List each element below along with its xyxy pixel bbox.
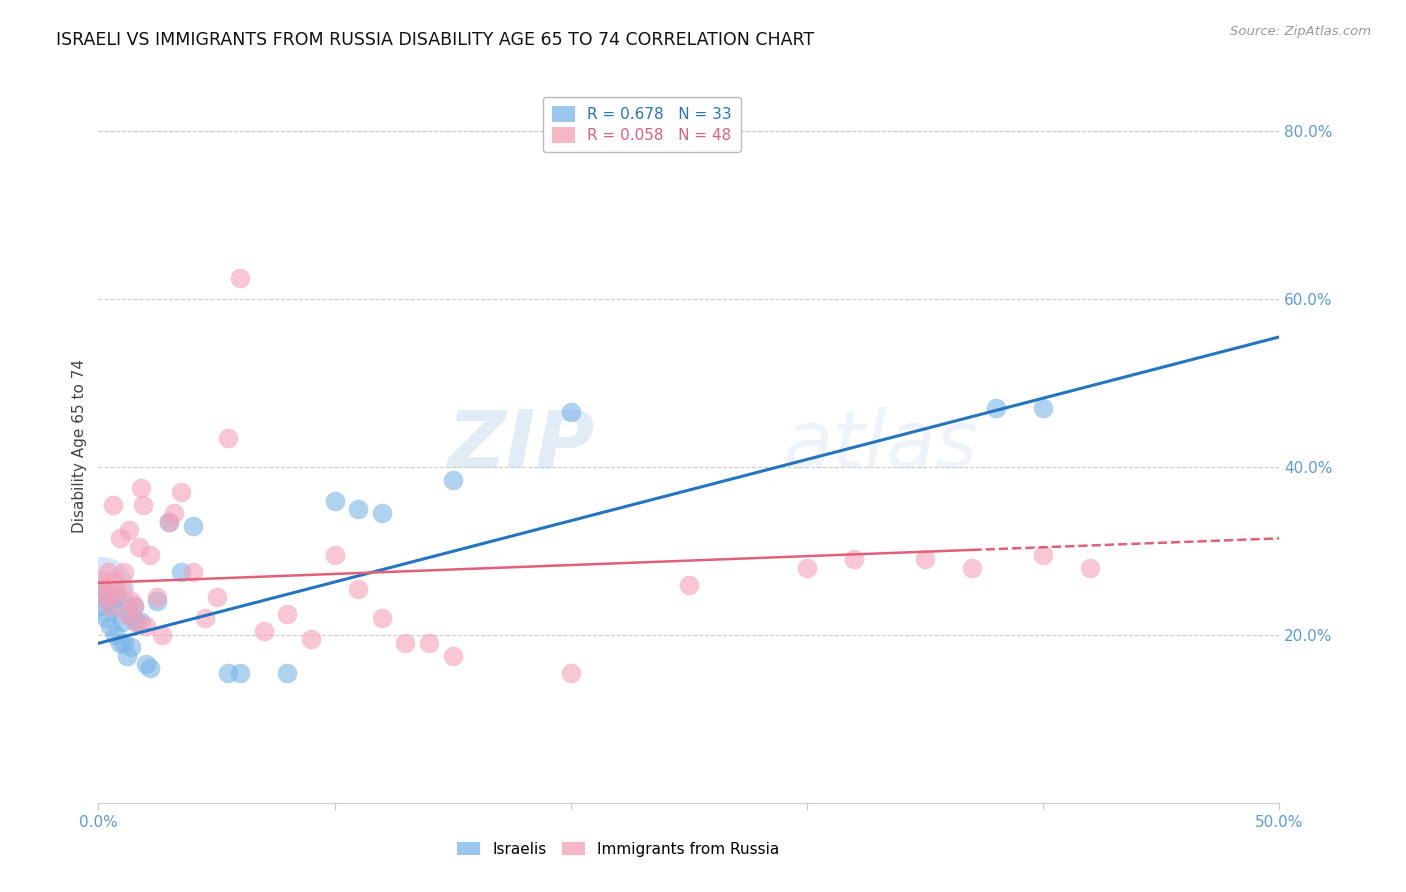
Point — [90, 582, 112, 596]
Point — [146, 594, 169, 608]
Point — [129, 615, 152, 630]
Point — [170, 485, 193, 500]
Text: Source: ZipAtlas.com: Source: ZipAtlas.com — [1230, 25, 1371, 38]
Point — [194, 611, 217, 625]
Point — [844, 552, 866, 566]
Y-axis label: Disability Age 65 to 74: Disability Age 65 to 74 — [72, 359, 87, 533]
Point — [560, 665, 582, 680]
Point — [678, 577, 700, 591]
Point — [118, 607, 141, 621]
Point — [394, 636, 416, 650]
Point — [135, 619, 157, 633]
Point — [97, 565, 120, 579]
Point — [146, 590, 169, 604]
Point — [299, 632, 322, 646]
Point — [90, 599, 112, 613]
Point — [90, 574, 112, 588]
Point — [121, 594, 143, 608]
Point — [205, 590, 228, 604]
Point — [914, 552, 936, 566]
Point — [984, 401, 1007, 416]
Text: ZIP: ZIP — [447, 407, 595, 485]
Point — [108, 636, 131, 650]
Point — [157, 515, 180, 529]
Point — [1032, 401, 1054, 416]
Point — [371, 611, 394, 625]
Point — [112, 565, 135, 579]
Point — [104, 628, 127, 642]
Point — [121, 640, 143, 655]
Point — [441, 648, 464, 663]
Point — [347, 502, 370, 516]
Point — [128, 540, 150, 554]
Point — [181, 565, 204, 579]
Point — [111, 615, 134, 630]
Point — [170, 565, 193, 579]
Point — [347, 582, 370, 596]
Point — [150, 628, 173, 642]
Point — [796, 560, 818, 574]
Text: atlas: atlas — [783, 407, 979, 485]
Point — [94, 611, 117, 625]
Point — [105, 586, 128, 600]
Point — [129, 481, 152, 495]
Point — [104, 574, 127, 588]
Point — [98, 619, 121, 633]
Point — [962, 560, 984, 574]
Point — [441, 473, 464, 487]
Point — [105, 590, 128, 604]
Point — [115, 648, 138, 663]
Point — [94, 590, 117, 604]
Point — [139, 548, 162, 562]
Point — [101, 599, 124, 613]
Point — [125, 615, 148, 630]
Point — [112, 636, 135, 650]
Point — [118, 523, 141, 537]
Legend: Israelis, Immigrants from Russia: Israelis, Immigrants from Russia — [451, 836, 785, 863]
Point — [323, 548, 346, 562]
Point — [323, 493, 346, 508]
Point — [97, 594, 120, 608]
Point — [122, 599, 145, 613]
Point — [91, 582, 114, 596]
Point — [217, 431, 239, 445]
Point — [135, 657, 157, 672]
Point — [132, 498, 155, 512]
Point — [217, 665, 239, 680]
Point — [108, 532, 131, 546]
Point — [253, 624, 276, 638]
Point — [418, 636, 440, 650]
Point — [276, 665, 298, 680]
Point — [122, 599, 145, 613]
Text: ISRAELI VS IMMIGRANTS FROM RUSSIA DISABILITY AGE 65 TO 74 CORRELATION CHART: ISRAELI VS IMMIGRANTS FROM RUSSIA DISABI… — [56, 31, 814, 49]
Point — [115, 607, 138, 621]
Point — [163, 506, 186, 520]
Point — [560, 405, 582, 419]
Point — [157, 515, 180, 529]
Point — [181, 518, 204, 533]
Point — [229, 665, 252, 680]
Point — [101, 498, 124, 512]
Point — [111, 582, 134, 596]
Point — [229, 271, 252, 285]
Point — [1080, 560, 1102, 574]
Point — [1032, 548, 1054, 562]
Point — [371, 506, 394, 520]
Point — [139, 661, 162, 675]
Point — [91, 582, 114, 596]
Point — [98, 599, 121, 613]
Point — [125, 615, 148, 630]
Point — [276, 607, 298, 621]
